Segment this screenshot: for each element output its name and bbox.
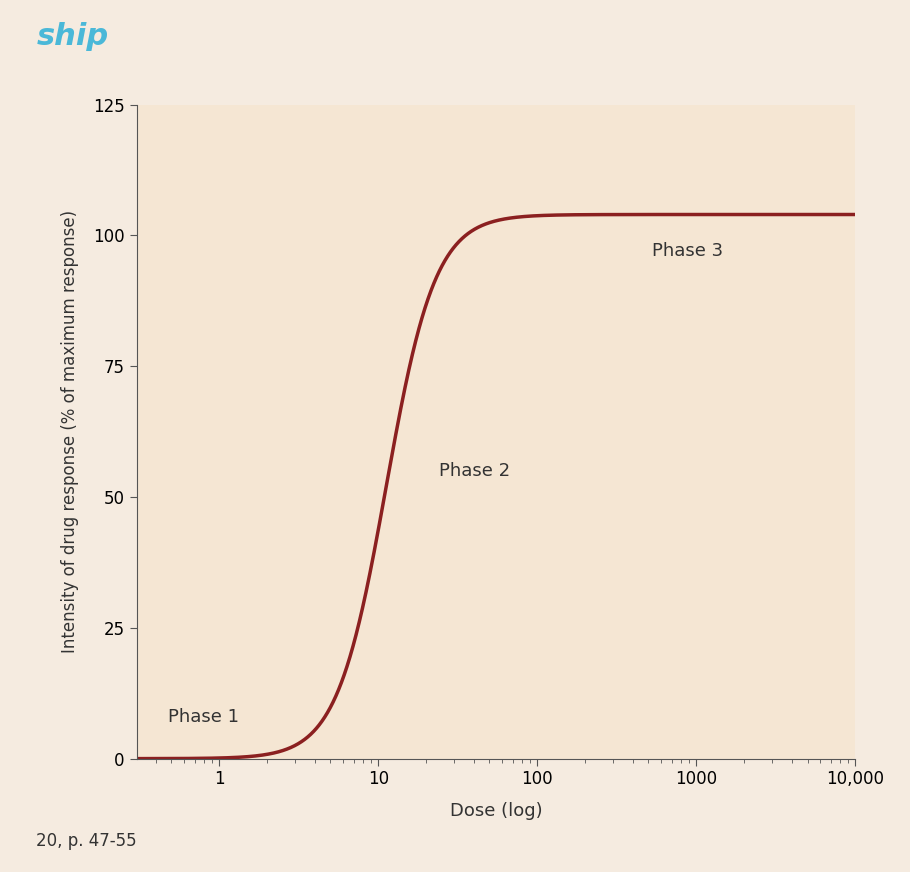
- Y-axis label: Intensity of drug response (% of maximum response): Intensity of drug response (% of maximum…: [61, 210, 79, 653]
- Text: Phase 3: Phase 3: [652, 242, 723, 260]
- Text: ship: ship: [36, 22, 108, 51]
- X-axis label: Dose (log): Dose (log): [450, 802, 542, 821]
- Text: Phase 1: Phase 1: [168, 708, 239, 726]
- Text: 20, p. 47-55: 20, p. 47-55: [36, 832, 137, 850]
- Text: Phase 2: Phase 2: [439, 462, 510, 480]
